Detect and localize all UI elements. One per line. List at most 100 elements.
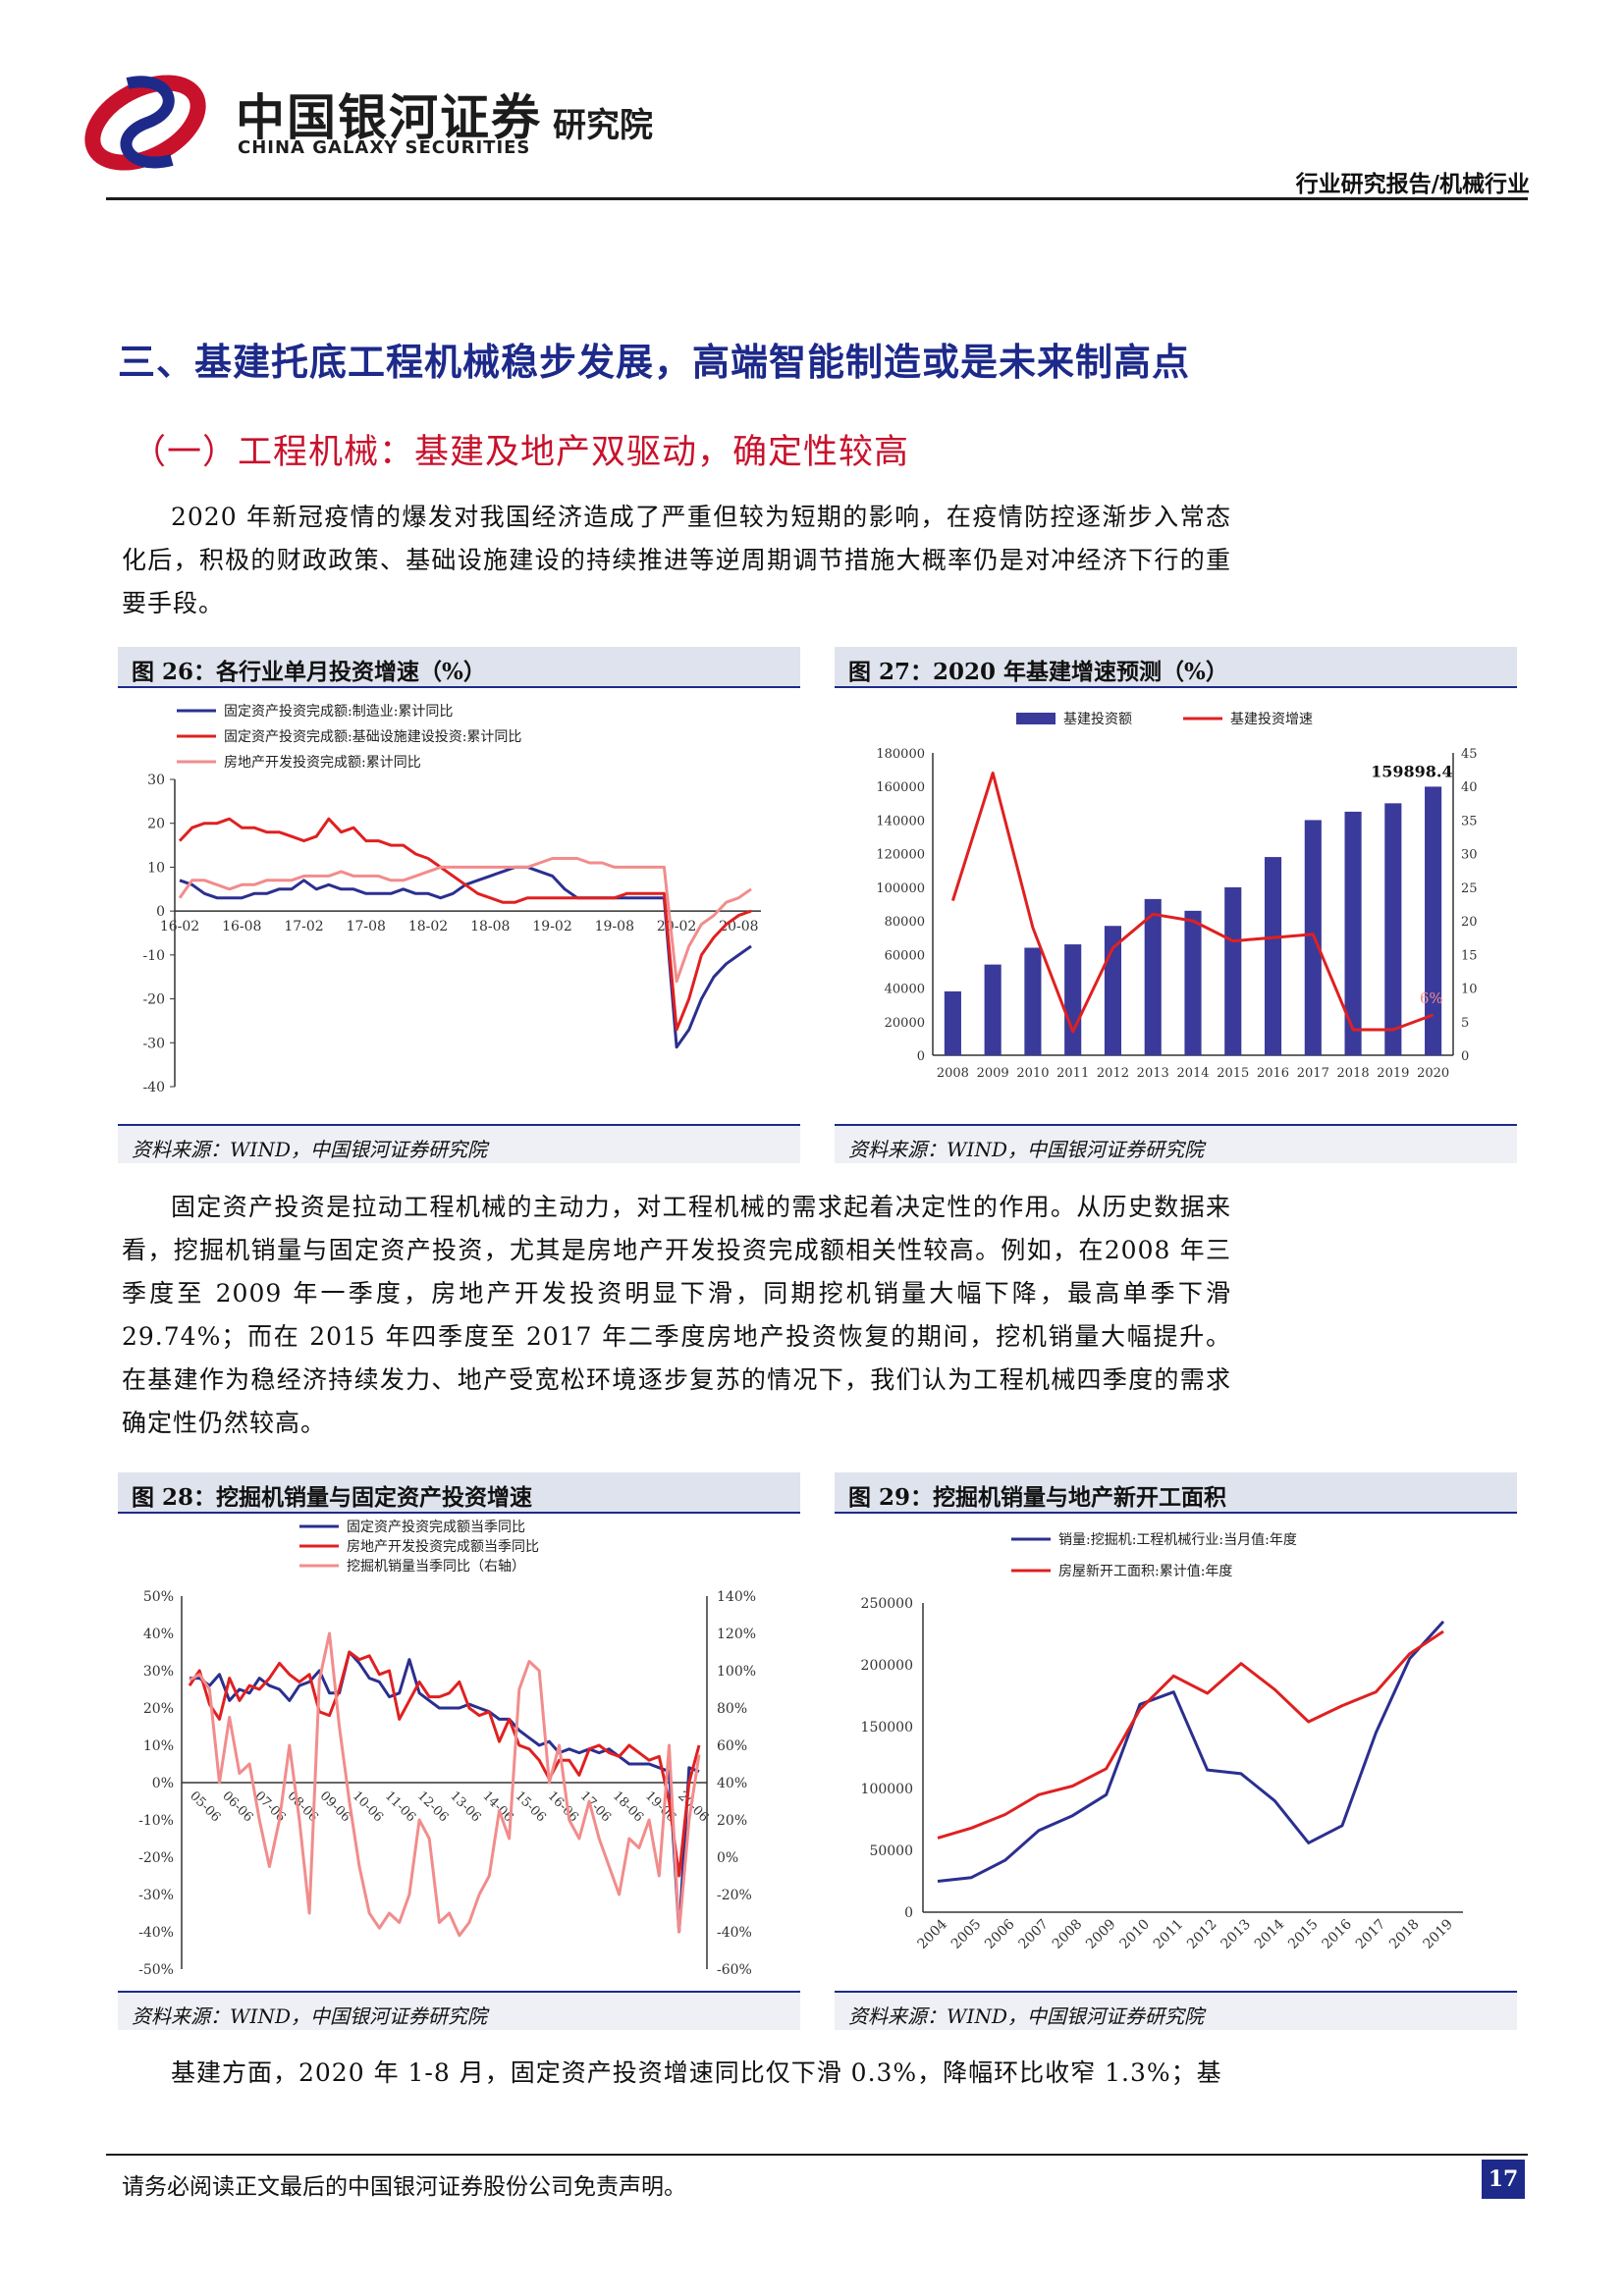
bar (1224, 886, 1242, 1055)
y-tick-label: 100% (717, 1664, 756, 1680)
source-text: 资料来源：WIND，中国银河证券研究院 (132, 2004, 487, 2028)
series-line (950, 772, 1435, 1034)
galaxy-logo-icon (84, 75, 206, 171)
source-text: 资料来源：WIND，中国银河证券研究院 (132, 1138, 487, 1161)
figure-title: 图 29：挖掘机销量与地产新开工面积 (848, 1484, 1227, 1511)
bar (1184, 910, 1202, 1055)
y-tick-label: 0% (717, 1850, 738, 1866)
x-tick-label: 11-06 (382, 1789, 418, 1825)
x-tick-label: 19-02 (532, 919, 571, 934)
y-tick-label: 40% (717, 1776, 747, 1791)
figure-source: 资料来源：WIND，中国银河证券研究院 (118, 1991, 800, 2030)
chart-fig26: 固定资产投资完成额:制造业:累计同比固定资产投资完成额:基础设施建设投资:累计同… (142, 704, 761, 1095)
y-tick-label: 80% (717, 1701, 747, 1717)
figure-title-bar: 图 27：2020 年基建增速预测（%） (835, 647, 1517, 688)
x-tick-label: 2020 (1417, 1066, 1449, 1081)
y-tick-label: 30% (143, 1664, 174, 1680)
x-tick-label: 2009 (977, 1066, 1009, 1081)
y-tick-label: 160000 (876, 780, 925, 795)
figure-title: 图 26：各行业单月投资增速（%） (132, 659, 486, 685)
y-tick-label: 20 (147, 817, 165, 832)
x-tick-label: 10-06 (350, 1789, 386, 1825)
y-tick-label: 100000 (861, 1782, 913, 1797)
figure-source: 资料来源：WIND，中国银河证券研究院 (835, 1991, 1517, 2030)
series-line (178, 817, 752, 1032)
chart-fig27: 基建投资额 基建投资增速 180000 160000 140000 120000 10000… (876, 711, 1478, 1081)
bar (1264, 857, 1282, 1055)
series-line (178, 857, 752, 984)
x-tick-label: 17-08 (347, 919, 386, 934)
y-tick-label: 60000 (885, 948, 925, 963)
paragraph: 基建方面，2020 年 1-8 月，固定资产投资增速同比仅下滑 0.3%，降幅环… (171, 2058, 1222, 2087)
figure-title: 图 28：挖掘机销量与固定资产投资增速 (132, 1484, 533, 1511)
y-tick-label: 20 (1461, 915, 1478, 930)
x-tick-label: 2004 (915, 1916, 951, 1952)
bar (1104, 926, 1122, 1055)
x-tick-label: 2005 (948, 1916, 985, 1952)
y-tick-label: 5 (1461, 1016, 1469, 1031)
x-tick-label: 13-06 (447, 1789, 483, 1825)
series-line (937, 1629, 1444, 1840)
y-tick-label: -30 (142, 1036, 165, 1051)
x-tick-label: 05-06 (187, 1789, 223, 1825)
header-divider (106, 197, 1528, 200)
legend-label: 固定资产投资完成额:基础设施建设投资:累计同比 (224, 728, 521, 745)
bar (1425, 786, 1442, 1055)
x-tick-label: 2008 (937, 1066, 969, 1081)
y-tick-label: 0 (904, 1905, 913, 1921)
y-tick-label: 10 (147, 860, 165, 876)
y-tick-label: 10% (143, 1738, 174, 1754)
x-tick-label: 2008 (1050, 1916, 1086, 1952)
y-tick-label: -20% (138, 1850, 174, 1866)
source-text: 资料来源：WIND，中国银河证券研究院 (848, 2004, 1204, 2028)
y-tick-label: -30% (138, 1888, 174, 1903)
y-tick-label: 45 (1461, 747, 1478, 762)
legend-label: 房地产开发投资完成额当季同比 (347, 1539, 539, 1555)
logo-text-cn: 中国银河证券 (236, 89, 542, 146)
y-tick-label: 140000 (876, 814, 925, 828)
y-tick-label: 0 (917, 1049, 925, 1064)
y-tick-label: 40 (1461, 780, 1478, 795)
y-tick-label: 50% (143, 1589, 174, 1605)
x-tick-label: 19-08 (595, 919, 634, 934)
series-line (188, 1650, 701, 1878)
x-tick-label: 2017 (1297, 1066, 1329, 1081)
x-tick-label: 2015 (1217, 1066, 1249, 1081)
bar (1024, 947, 1042, 1055)
paragraph: 2020 年新冠疫情的爆发对我国经济造成了严重但较为短期的影响，在疫情防控逐渐步… (122, 503, 1231, 617)
x-tick-label: 2011 (1151, 1916, 1187, 1952)
x-tick-label: 2019 (1421, 1916, 1457, 1952)
logo (69, 54, 707, 191)
chart-fig28: 固定资产投资完成额当季同比房地产开发投资完成额当季同比挖掘机销量当季同比（右轴）… (138, 1520, 756, 1978)
legend-label: 房地产开发投资完成额:累计同比 (224, 755, 421, 771)
y-tick-label: 15 (1461, 948, 1478, 963)
figure-title-bar: 图 28：挖掘机销量与固定资产投资增速 (118, 1472, 800, 1514)
y-tick-label: 50000 (869, 1843, 913, 1859)
x-tick-label: 2012 (1184, 1916, 1220, 1952)
figure-title-bar: 图 29：挖掘机销量与地产新开工面积 (835, 1472, 1517, 1514)
legend-swatch (1016, 713, 1056, 724)
x-tick-label: 2011 (1056, 1066, 1089, 1081)
x-tick-label: 16-02 (160, 919, 199, 934)
legend-label: 房屋新开工面积:累计值:年度 (1058, 1564, 1232, 1579)
x-tick-label: 18-02 (408, 919, 448, 934)
x-tick-label: 2018 (1337, 1066, 1370, 1081)
x-tick-label: 2014 (1252, 1916, 1288, 1952)
figure-source: 资料来源：WIND，中国银河证券研究院 (118, 1124, 800, 1163)
source-text: 资料来源：WIND，中国银河证券研究院 (848, 1138, 1204, 1161)
x-tick-label: 16-08 (222, 919, 261, 934)
x-tick-label: 2016 (1320, 1916, 1356, 1952)
data-label: 159898.4 (1371, 762, 1453, 780)
y-tick-label: -10 (142, 948, 165, 964)
x-tick-label: 2010 (1117, 1916, 1154, 1952)
x-tick-label: 2017 (1353, 1916, 1389, 1952)
figure-title: 图 27：2020 年基建增速预测（%） (848, 659, 1228, 685)
logo-text-en: CHINA GALAXY SECURITIES (238, 137, 531, 158)
logo-institute: 研究院 (553, 106, 653, 145)
page-number: 17 (1482, 2160, 1525, 2199)
legend-label: 固定资产投资完成额:制造业:累计同比 (224, 704, 453, 720)
x-tick-label: 2013 (1137, 1066, 1169, 1081)
legend-label: 销量:挖掘机:工程机械行业:当月值:年度 (1058, 1532, 1297, 1548)
x-tick-label: 2009 (1083, 1916, 1119, 1952)
